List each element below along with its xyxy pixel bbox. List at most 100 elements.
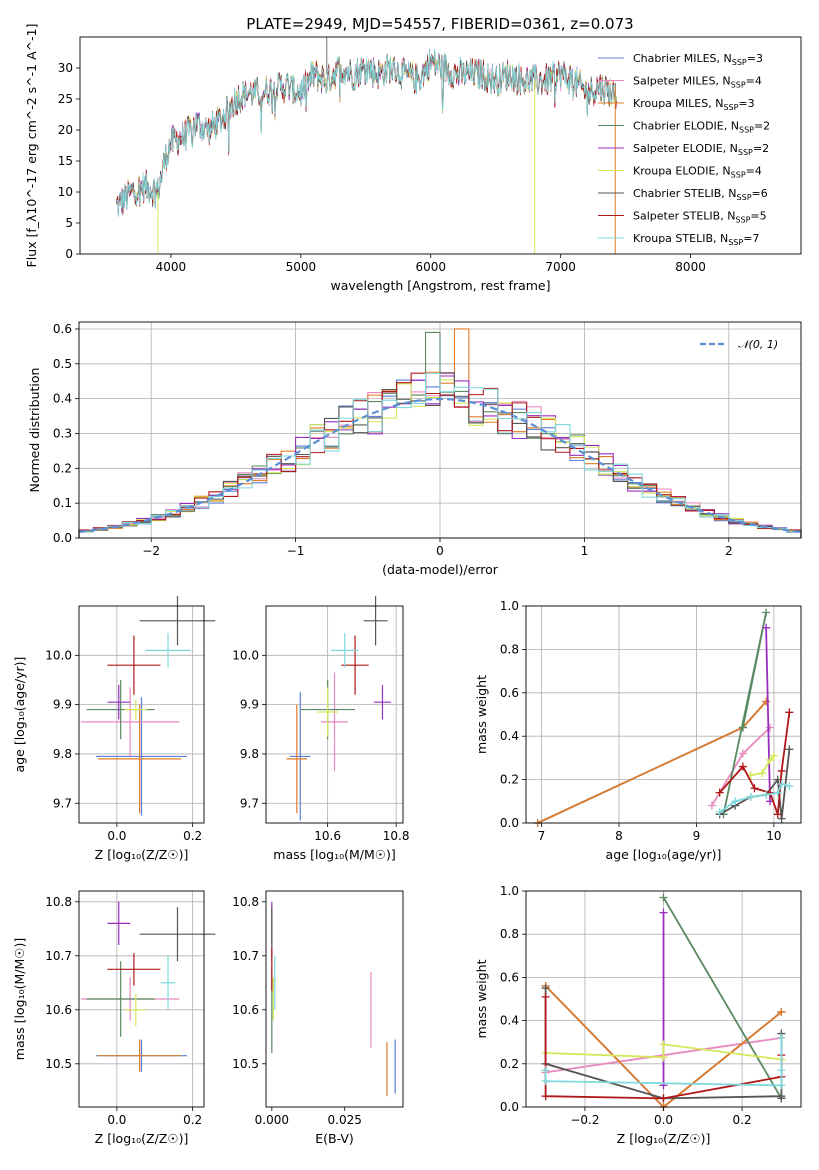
weight-marker bbox=[746, 792, 755, 801]
legend: Chabrier MILES, NSSP=3 Salpeter MILES, NS… bbox=[598, 52, 770, 247]
x-tick-label: 10 bbox=[766, 829, 781, 843]
y-tick-label: 0.5 bbox=[53, 357, 72, 371]
y-tick-label: 10.7 bbox=[45, 949, 72, 963]
weight-marker bbox=[659, 893, 668, 902]
y-tick-label: 0.0 bbox=[500, 1100, 519, 1114]
weight-marker bbox=[738, 762, 747, 771]
plot-area-age-vs-mass bbox=[286, 596, 392, 821]
y-axis-label: Flux [f_λ10^-17 erg cm^-2 s^-1 A^-1] bbox=[24, 24, 39, 268]
histogram-series-8 bbox=[78, 372, 802, 538]
x-tick-label: −1 bbox=[287, 544, 305, 558]
x-tick-label: 10.8 bbox=[383, 829, 410, 843]
x-axis-label: E(B-V) bbox=[315, 1131, 354, 1146]
legend-entry: Kroupa ELODIE, NSSP=4 bbox=[633, 165, 762, 180]
x-axis-label: Z [log₁₀(Z/Z☉)] bbox=[617, 1131, 711, 1146]
x-tick-label: 0.2 bbox=[183, 829, 202, 843]
axes-mass-vs-EBV: 0.000 0.025 10.5 10.6 10.7 10.8 E(B-V) bbox=[232, 890, 404, 1146]
y-tick-label: 10 bbox=[58, 185, 73, 199]
weight-line-5 bbox=[545, 1043, 782, 1061]
weight-marker bbox=[659, 908, 668, 917]
weight-marker bbox=[769, 751, 778, 760]
axes-border bbox=[265, 605, 404, 824]
y-tick-label: 30 bbox=[58, 61, 73, 75]
x-tick-label: −2 bbox=[142, 544, 160, 558]
y-tick-label: 0 bbox=[65, 247, 73, 261]
y-tick-label: 1.0 bbox=[500, 599, 519, 613]
y-tick-label: 5 bbox=[65, 216, 73, 230]
y-tick-label: 10.5 bbox=[232, 1057, 259, 1071]
axes-border bbox=[525, 605, 802, 824]
weight-marker bbox=[766, 723, 775, 732]
y-tick-label: 9.9 bbox=[240, 698, 259, 712]
weight-marker bbox=[541, 1077, 550, 1086]
plot-area-age-vs-Z bbox=[80, 596, 216, 816]
y-tick-label: 0.4 bbox=[500, 1014, 519, 1028]
weight-marker bbox=[750, 784, 759, 793]
x-tick-label: 8000 bbox=[675, 260, 706, 274]
legend-entry: Salpeter ELODIE, NSSP=2 bbox=[633, 142, 769, 157]
plot-area-residuals bbox=[78, 328, 802, 538]
x-tick-label: 7 bbox=[538, 829, 546, 843]
y-axis-label: mass [log₁₀(M/M☉)] bbox=[12, 938, 27, 1060]
y-tick-label: 25 bbox=[58, 92, 73, 106]
weight-marker bbox=[541, 1066, 550, 1075]
x-tick-label: 0.0 bbox=[107, 1113, 126, 1127]
x-tick-label: 5000 bbox=[286, 260, 317, 274]
axes-border bbox=[525, 890, 802, 1108]
y-tick-label: 0.2 bbox=[500, 773, 519, 787]
axes-mass-weight-vs-Z: −0.2 0.0 0.2 0.0 0.2 0.4 0.6 0.8 1.0 Z [log₁₀(Z/Z… bbox=[474, 884, 802, 1146]
weight-marker bbox=[659, 1094, 668, 1103]
y-axis-label: age [log₁₀(age/yr)] bbox=[12, 657, 27, 773]
y-tick-label: 0.6 bbox=[500, 686, 519, 700]
y-tick-label: 0.2 bbox=[500, 1057, 519, 1071]
weight-marker bbox=[777, 766, 786, 775]
frame: 0.0 0.2 9.7 9.8 9.9 10.0 Z [log₁₀(Z/Z☉)] age [l… bbox=[12, 648, 202, 862]
frame: 0.0 0.2 10.5 10.6 10.7 10.8 Z [log₁₀(Z/Z☉)] mas… bbox=[12, 895, 202, 1146]
y-tick-label: 9.8 bbox=[240, 747, 259, 761]
y-tick-label: 9.7 bbox=[240, 796, 259, 810]
weight-marker bbox=[738, 749, 747, 758]
plot-area-mass-vs-Z bbox=[80, 901, 216, 1072]
weight-marker bbox=[659, 1053, 668, 1062]
x-tick-label: 0.0 bbox=[107, 829, 126, 843]
x-axis-label: age [log₁₀(age/yr)] bbox=[606, 847, 722, 862]
weight-marker bbox=[762, 623, 771, 632]
weight-marker bbox=[738, 723, 747, 732]
legend-entry: Kroupa STELIB, NSSP=7 bbox=[633, 232, 759, 247]
legend-entry: 𝒩(0, 1) bbox=[738, 338, 778, 351]
x-tick-label: 9 bbox=[693, 829, 701, 843]
weight-marker bbox=[541, 984, 550, 993]
legend-entry: Salpeter MILES, NSSP=4 bbox=[633, 75, 762, 90]
axes-residuals: −2 −1 0 1 2 0.0 0.1 0.2 0.3 0.4 0.5 0.6 (data-model)… bbox=[27, 321, 802, 577]
axes-age-vs-Z: 0.0 0.2 9.7 9.8 9.9 10.0 Z [log₁₀(Z/Z☉)] age [l… bbox=[12, 596, 216, 862]
y-axis-label: mass weight bbox=[474, 959, 489, 1038]
frame: 4000 5000 6000 7000 8000 0 5 10 15 20 25 30 waveleng… bbox=[24, 24, 706, 293]
y-tick-label: 0.2 bbox=[53, 461, 72, 475]
plot-area-mass-vs-EBV bbox=[271, 901, 396, 1097]
axes-border bbox=[79, 36, 802, 255]
weight-marker bbox=[777, 1033, 786, 1042]
axes-mass-weight-vs-age: 7 8 9 10 0.0 0.2 0.4 0.6 0.8 1.0 age [log₁₀(age/yr… bbox=[474, 599, 802, 862]
frame: 10.6 10.8 9.7 9.8 9.9 10.0 mass [log₁₀(M/M☉)] bbox=[232, 648, 409, 862]
plot-area-mass-weight-vs-Z bbox=[541, 893, 786, 1111]
y-tick-label: 10.0 bbox=[232, 648, 259, 662]
x-tick-label: 8 bbox=[615, 829, 623, 843]
x-tick-label: 2 bbox=[725, 544, 733, 558]
weight-marker bbox=[777, 814, 786, 823]
y-tick-label: 0.8 bbox=[500, 642, 519, 656]
legend-entry: Chabrier MILES, NSSP=3 bbox=[633, 52, 763, 67]
x-tick-label: 0.2 bbox=[183, 1113, 202, 1127]
x-axis-label: (data-model)/error bbox=[382, 562, 499, 577]
y-tick-label: 10.8 bbox=[45, 895, 72, 909]
x-axis-label: wavelength [Angstrom, rest frame] bbox=[330, 278, 550, 293]
frame: −0.2 0.0 0.2 0.0 0.2 0.4 0.6 0.8 1.0 Z [log₁₀(Z/Z… bbox=[474, 884, 752, 1146]
axes-mass-vs-Z: 0.0 0.2 10.5 10.6 10.7 10.8 Z [log₁₀(Z/Z☉)] mas… bbox=[12, 890, 216, 1146]
weight-marker bbox=[785, 708, 794, 717]
y-tick-label: 10.0 bbox=[45, 648, 72, 662]
axes-border bbox=[78, 890, 205, 1108]
x-tick-label: −0.2 bbox=[570, 1113, 599, 1127]
weight-line-3 bbox=[722, 612, 767, 815]
weight-line-3 bbox=[662, 897, 783, 1099]
weight-marker bbox=[541, 1092, 550, 1101]
